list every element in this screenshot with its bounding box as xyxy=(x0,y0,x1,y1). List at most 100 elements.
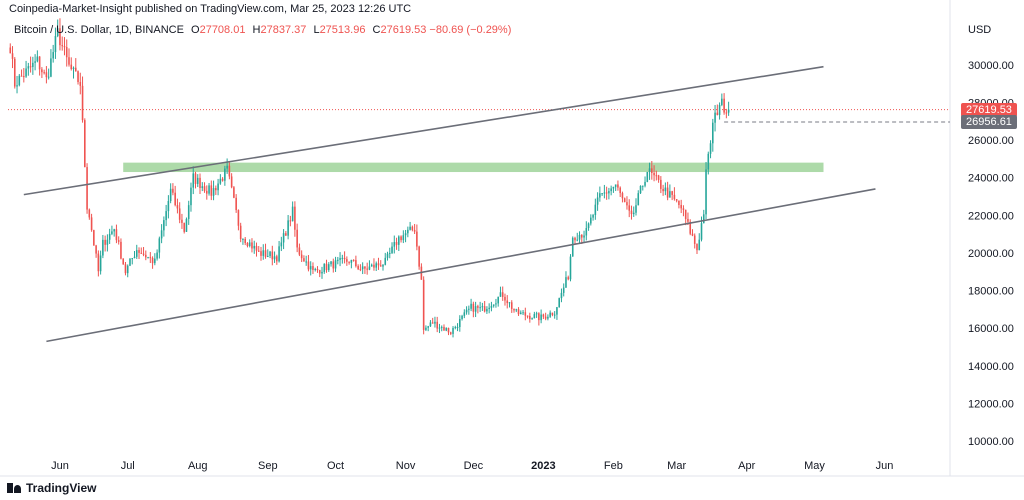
candle-body xyxy=(468,308,470,310)
candle-body xyxy=(325,263,328,271)
candle-body xyxy=(221,178,224,181)
candle-body xyxy=(675,199,678,201)
candle-body xyxy=(140,252,143,254)
level-price-label: 26956.61 xyxy=(961,115,1017,130)
candle-body xyxy=(603,192,606,194)
candle-body xyxy=(181,219,183,223)
candle-body xyxy=(556,307,558,315)
candle-body xyxy=(544,316,547,319)
candle-body xyxy=(499,292,502,297)
candle-body xyxy=(32,62,34,68)
candle-body xyxy=(533,314,536,319)
candle-body xyxy=(79,81,82,86)
candle-body xyxy=(63,46,66,48)
candle-body xyxy=(205,190,208,194)
channel-lines[interactable] xyxy=(23,65,876,343)
y-tick-label: 24000.00 xyxy=(968,173,1014,185)
candle-body xyxy=(623,198,626,203)
candle-body xyxy=(605,192,608,194)
candle-body xyxy=(490,305,493,308)
tradingview-brand[interactable]: TradingView xyxy=(7,481,96,495)
candle-body xyxy=(425,327,427,330)
candle-body xyxy=(194,173,197,184)
candle-body xyxy=(386,253,389,258)
channel-line-upper[interactable] xyxy=(23,65,824,196)
candle-body xyxy=(529,315,531,320)
candle-body xyxy=(449,332,452,334)
candle-body xyxy=(337,259,339,261)
candle-body xyxy=(201,186,204,189)
candle-body xyxy=(99,255,102,272)
candle-body xyxy=(644,181,646,186)
candle-body xyxy=(388,252,391,254)
brand-name: TradingView xyxy=(26,481,97,495)
candle-body xyxy=(558,298,560,308)
candle-body xyxy=(36,56,39,62)
candle-body xyxy=(144,254,147,258)
candle-body xyxy=(519,312,522,315)
candle-body xyxy=(508,302,511,304)
candle-body xyxy=(669,191,671,198)
x-tick-label: Oct xyxy=(327,460,344,472)
ohlc-open-value: 27708.01 xyxy=(199,24,246,36)
candle-body xyxy=(513,308,515,311)
candle-body xyxy=(77,71,79,82)
candle-body xyxy=(334,260,337,269)
candle-body xyxy=(700,223,703,240)
y-tick-label: 18000.00 xyxy=(968,286,1014,298)
candle-body xyxy=(120,241,122,259)
x-tick-label: Mar xyxy=(667,460,686,472)
candle-body xyxy=(395,242,398,245)
candle-body xyxy=(314,268,317,270)
candle-body xyxy=(456,327,459,329)
candle-body xyxy=(129,258,131,266)
candle-body xyxy=(27,66,30,69)
candle-body xyxy=(226,165,228,169)
candle-body xyxy=(486,308,488,312)
candle-body xyxy=(86,167,88,210)
candle-body xyxy=(436,321,439,329)
candle-body xyxy=(230,176,233,188)
candle-body xyxy=(158,238,161,253)
candle-body xyxy=(131,258,134,260)
currency-label: USD xyxy=(968,24,992,36)
candle-body xyxy=(210,185,213,196)
candle-body xyxy=(693,235,696,244)
candle-body xyxy=(169,188,172,202)
candle-body xyxy=(167,201,170,212)
x-tick-label: Jul xyxy=(121,460,135,472)
candle-body xyxy=(400,236,402,241)
y-tick-label: 12000.00 xyxy=(968,398,1014,410)
candle-body xyxy=(440,326,443,328)
candle-body xyxy=(156,252,158,259)
candle-body xyxy=(619,187,621,194)
candle-body xyxy=(52,52,54,59)
symbol-legend: Bitcoin / U.S. Dollar, 1D, BINANCE O2770… xyxy=(14,24,511,36)
resistance-zone[interactable] xyxy=(123,162,824,173)
candle-body xyxy=(384,257,387,265)
candle-body xyxy=(113,229,115,232)
candle-body xyxy=(515,309,518,311)
candle-body xyxy=(61,45,64,47)
candle-body xyxy=(352,259,355,261)
candle-body xyxy=(242,238,244,240)
candle-body xyxy=(294,206,296,230)
candle-body xyxy=(526,315,529,317)
candle-body xyxy=(84,120,86,168)
candle-body xyxy=(38,56,41,70)
candle-body xyxy=(56,28,59,37)
channel-line-lower[interactable] xyxy=(46,188,876,343)
candle-body xyxy=(524,312,527,316)
candle-body xyxy=(273,256,276,260)
y-tick-label: 10000.00 xyxy=(968,436,1014,448)
x-tick-label: Jun xyxy=(876,460,894,472)
candle-body xyxy=(217,183,219,191)
candle-body xyxy=(196,177,199,184)
candle-body xyxy=(16,85,18,87)
candle-body xyxy=(68,57,70,65)
candle-body xyxy=(712,122,714,144)
candle-body xyxy=(255,245,258,251)
candle-body xyxy=(59,28,61,46)
candle-body xyxy=(287,220,289,236)
